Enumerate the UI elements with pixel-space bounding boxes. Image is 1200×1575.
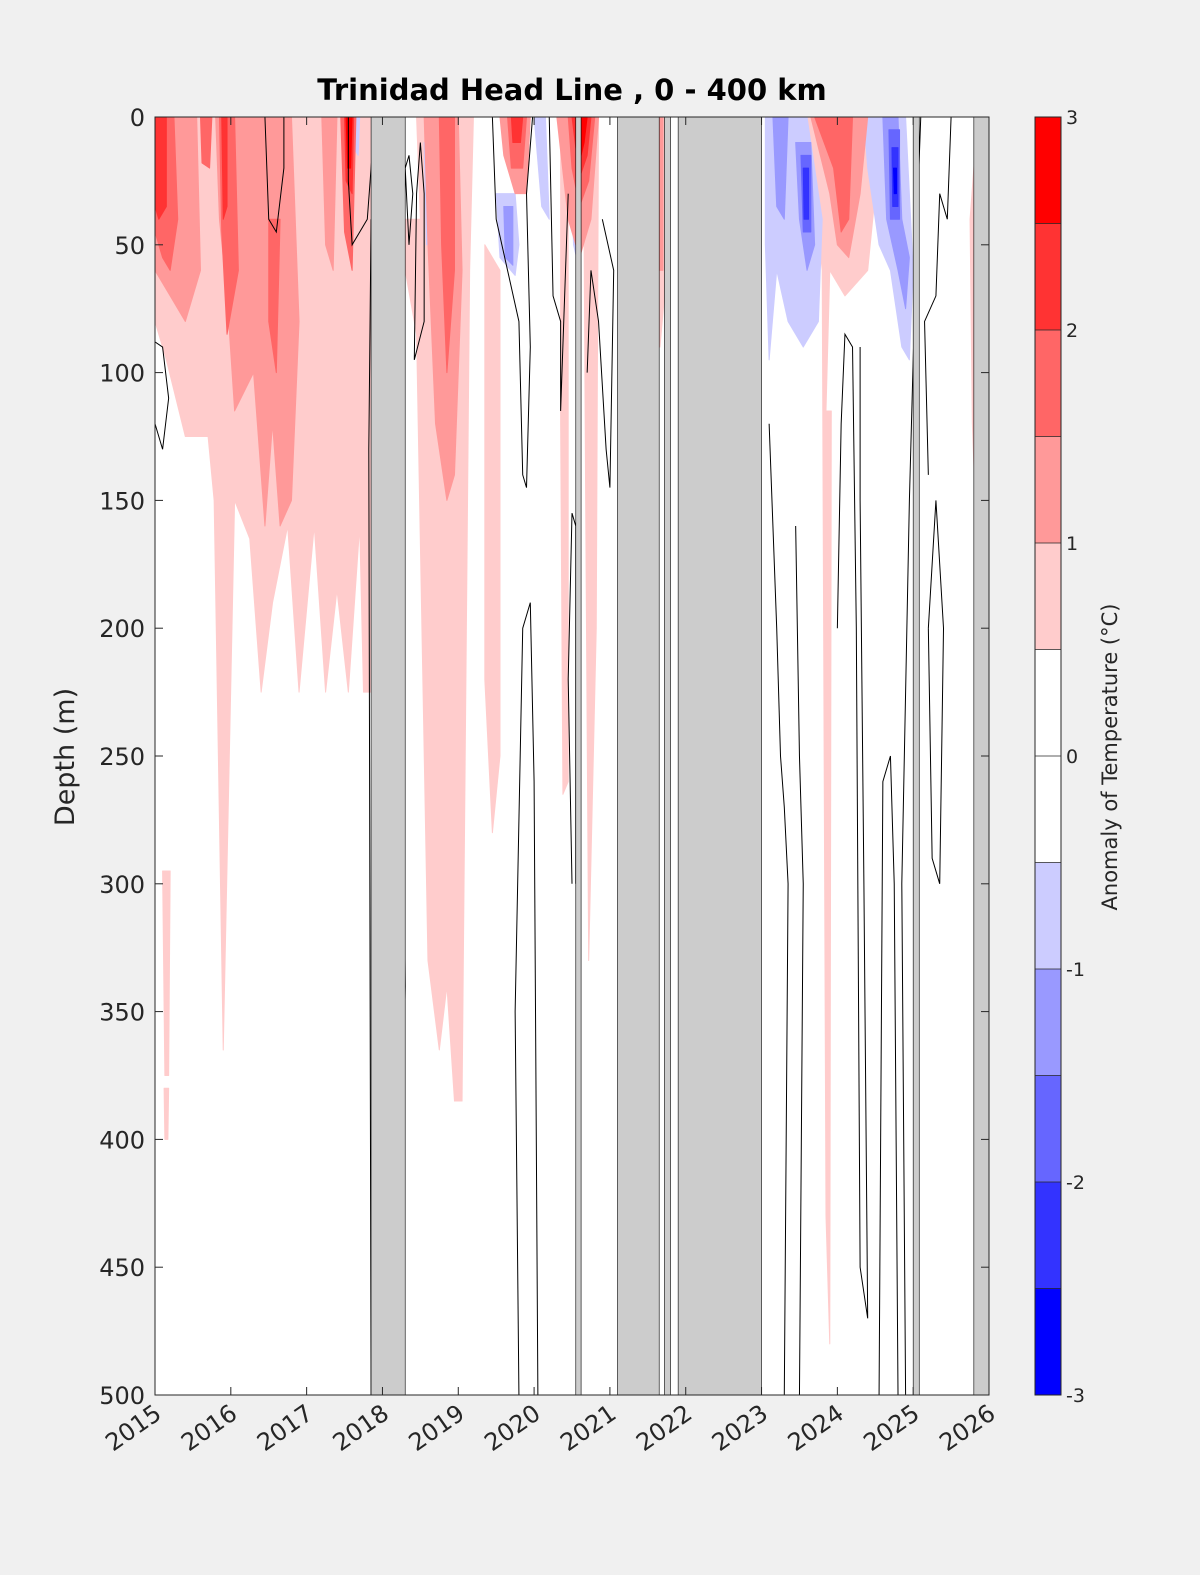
colorbar-swatch — [1035, 756, 1061, 863]
x-tick-label: 2018 — [328, 1399, 394, 1457]
cool-anomaly-region — [503, 205, 514, 266]
warm-anomaly-region — [162, 870, 171, 1076]
zero-contour-line — [264, 117, 285, 234]
zero-contour-line — [514, 602, 539, 1395]
colorbar-swatch — [1035, 1288, 1061, 1395]
colorbar-swatch — [1035, 1075, 1061, 1182]
y-tick-label: 0 — [130, 104, 145, 132]
zero-contour-line — [404, 155, 414, 245]
no-data-band — [575, 117, 582, 1395]
y-tick-label: 350 — [99, 999, 145, 1027]
cool-anomaly-region — [772, 117, 789, 220]
x-tick-label: 2024 — [783, 1399, 849, 1457]
cool-anomaly-region — [892, 167, 898, 195]
colorbar-tick-label: 0 — [1066, 746, 1078, 768]
zero-contour-line — [924, 117, 952, 475]
y-tick-label: 250 — [99, 743, 145, 771]
y-tick-label: 300 — [99, 871, 145, 899]
warm-anomaly-region — [438, 117, 455, 374]
colorbar-label: Anomaly of Temperature (°C) — [1098, 604, 1122, 911]
plot-area — [154, 116, 990, 1396]
x-tick-label: 2026 — [934, 1399, 1000, 1457]
y-tick-label: 100 — [99, 360, 145, 388]
colorbar-swatch — [1035, 223, 1061, 330]
x-tick-label: 2020 — [479, 1399, 545, 1457]
no-data-band — [912, 117, 920, 1395]
x-tick-label: 2022 — [631, 1399, 697, 1457]
colorbar-swatch — [1035, 330, 1061, 437]
colorbar-swatch — [1035, 436, 1061, 543]
contour-layer — [155, 117, 989, 1395]
y-tick-label: 500 — [99, 1382, 145, 1410]
x-tick-label: 2021 — [555, 1399, 621, 1457]
colorbar-swatch — [1035, 117, 1061, 224]
zero-contour-line — [548, 117, 569, 411]
y-tick-label: 200 — [99, 615, 145, 643]
warm-anomaly-region — [484, 244, 501, 834]
warm-anomaly-region — [163, 1087, 170, 1140]
colorbar-swatch — [1035, 543, 1061, 650]
warm-anomaly-region — [199, 117, 213, 169]
colorbar-swatch — [1035, 1182, 1061, 1289]
cool-anomaly-region — [533, 117, 550, 220]
x-tick-label: 2025 — [859, 1399, 925, 1457]
colorbar-swatch — [1035, 862, 1061, 969]
y-axis-label: Depth (m) — [50, 688, 81, 826]
colorbar-tick-label: 2 — [1066, 320, 1078, 342]
no-data-band — [617, 117, 660, 1395]
x-tick-label: 2023 — [707, 1399, 773, 1457]
chart-title: Trinidad Head Line , 0 - 400 km — [317, 73, 826, 107]
warm-anomaly-region — [155, 117, 372, 1051]
zero-contour-line — [836, 332, 869, 1319]
zero-contour-line — [878, 755, 899, 1395]
warm-anomaly-region — [155, 117, 167, 220]
warm-anomaly-region — [582, 117, 600, 961]
no-data-band — [677, 117, 762, 1395]
colorbar-swatch — [1035, 649, 1061, 756]
warm-anomaly-region — [806, 117, 884, 1345]
colorbar-tick-label: -2 — [1066, 1172, 1085, 1194]
no-data-band — [370, 117, 406, 1395]
warm-anomaly-region — [345, 117, 353, 169]
x-tick-label: 2016 — [176, 1399, 242, 1457]
colorbar-tick-label: -1 — [1066, 959, 1085, 981]
zero-contour-line — [768, 423, 789, 1395]
zero-contour-line — [347, 117, 376, 247]
warm-anomaly-region — [814, 117, 854, 233]
zero-contour-line — [795, 525, 804, 1395]
colorbar-swatch — [1035, 969, 1061, 1076]
zero-contour-line — [413, 142, 425, 360]
zero-contour-line — [368, 219, 372, 1395]
y-tick-label: 450 — [99, 1254, 145, 1282]
colorbar-tick-label: 1 — [1066, 533, 1078, 555]
cool-anomaly-region — [802, 167, 810, 220]
no-data-band — [664, 117, 671, 1395]
x-tick-label: 2019 — [404, 1399, 470, 1457]
warm-anomaly-region — [221, 117, 228, 220]
y-axis: 0 50 100 150 200 250 300 350 400 450 500 — [99, 104, 989, 1410]
colorbar-tick-label: -3 — [1066, 1385, 1085, 1407]
warm-anomaly-region — [658, 117, 664, 271]
y-tick-label: 150 — [99, 487, 145, 515]
zero-contour-line — [586, 219, 615, 488]
warm-anomaly-region — [321, 117, 338, 271]
zero-contour-line — [927, 500, 945, 884]
y-tick-label: 50 — [114, 232, 145, 260]
colorbar-tick-label: 3 — [1066, 107, 1078, 129]
x-tick-label: 2017 — [252, 1399, 318, 1457]
warm-anomaly-region — [510, 117, 524, 144]
colorbar: 3 2 1 0 -1 -2 -3 — [1034, 107, 1085, 1407]
y-tick-label: 400 — [99, 1126, 145, 1154]
cool-anomaly-region — [863, 117, 914, 361]
colorbar-frame — [1034, 116, 1062, 1396]
zero-contour-line — [155, 341, 170, 450]
warm-anomaly-region — [268, 218, 281, 374]
zero-contour-line — [491, 117, 534, 488]
